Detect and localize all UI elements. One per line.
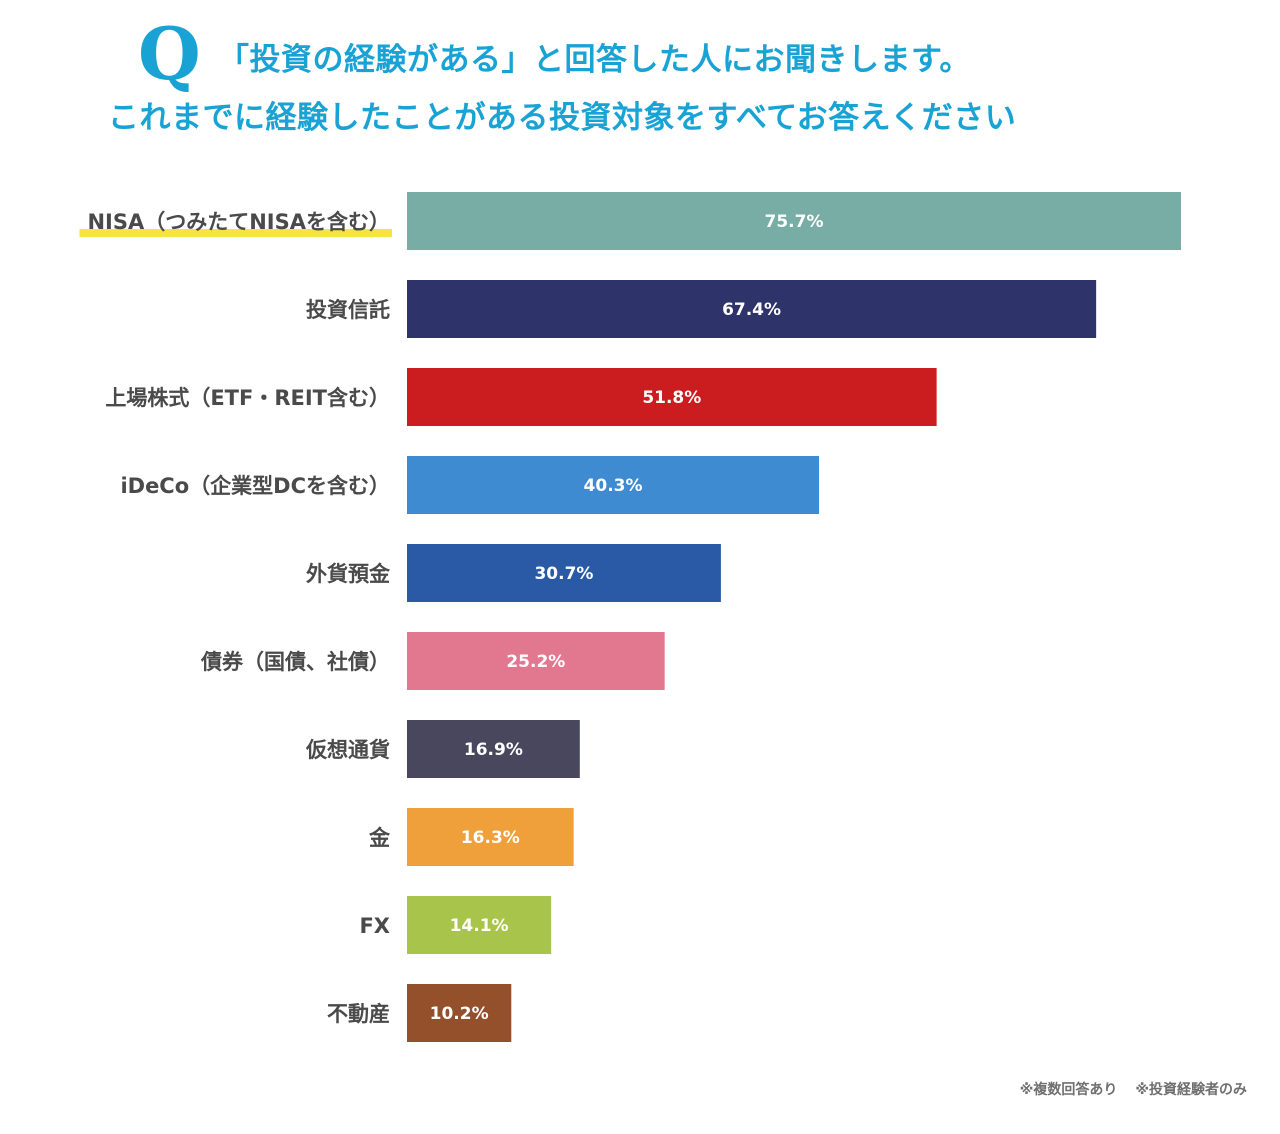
category-label: iDeCo（企業型DCを含む） bbox=[120, 474, 390, 498]
bar bbox=[407, 896, 552, 954]
category-label: 上場株式（ETF・REIT含む） bbox=[105, 386, 390, 410]
footnote-investors-only: ※投資経験者のみ bbox=[1135, 1082, 1247, 1098]
bar bbox=[407, 808, 574, 866]
value-label: 51.8% bbox=[642, 388, 701, 408]
highlight-marker bbox=[79, 229, 392, 237]
category-label: 外貨預金 bbox=[306, 562, 391, 586]
value-label: 30.7% bbox=[534, 564, 593, 584]
bar bbox=[407, 192, 1181, 250]
bar bbox=[407, 632, 665, 690]
bar bbox=[407, 456, 820, 514]
value-label: 16.3% bbox=[461, 828, 520, 848]
category-label: 投資信託 bbox=[306, 298, 390, 322]
value-label: 10.2% bbox=[430, 1004, 489, 1024]
value-label: 25.2% bbox=[506, 652, 565, 672]
bar bbox=[407, 984, 512, 1042]
category-label: NISA（つみたてNISAを含む） bbox=[87, 210, 390, 234]
bar bbox=[407, 368, 937, 426]
value-label: 14.1% bbox=[450, 916, 509, 936]
category-label: 仮想通貨 bbox=[305, 738, 390, 762]
bar bbox=[407, 720, 580, 778]
footnote-multiple-answers: ※複数回答あり bbox=[1019, 1082, 1118, 1098]
category-label: FX bbox=[359, 914, 390, 938]
value-label: 67.4% bbox=[722, 300, 781, 320]
footnotes: ※複数回答あり ※投資経験者のみ bbox=[1020, 1079, 1247, 1099]
bar bbox=[407, 544, 721, 602]
value-label: 75.7% bbox=[765, 212, 824, 232]
value-label: 16.9% bbox=[464, 740, 523, 760]
category-label: 不動産 bbox=[327, 1002, 390, 1026]
q-mark: Q bbox=[138, 11, 201, 96]
category-label: 債券（国債、社債） bbox=[200, 650, 390, 674]
category-label: 金 bbox=[368, 826, 391, 850]
chart-title-line1: 「投資の経験がある」と回答した人にお聞きします。 bbox=[218, 42, 971, 78]
bar bbox=[407, 280, 1097, 338]
value-label: 40.3% bbox=[584, 476, 643, 496]
chart-title-line2: これまでに経験したことがある投資対象をすべてお答えください bbox=[108, 100, 1017, 136]
